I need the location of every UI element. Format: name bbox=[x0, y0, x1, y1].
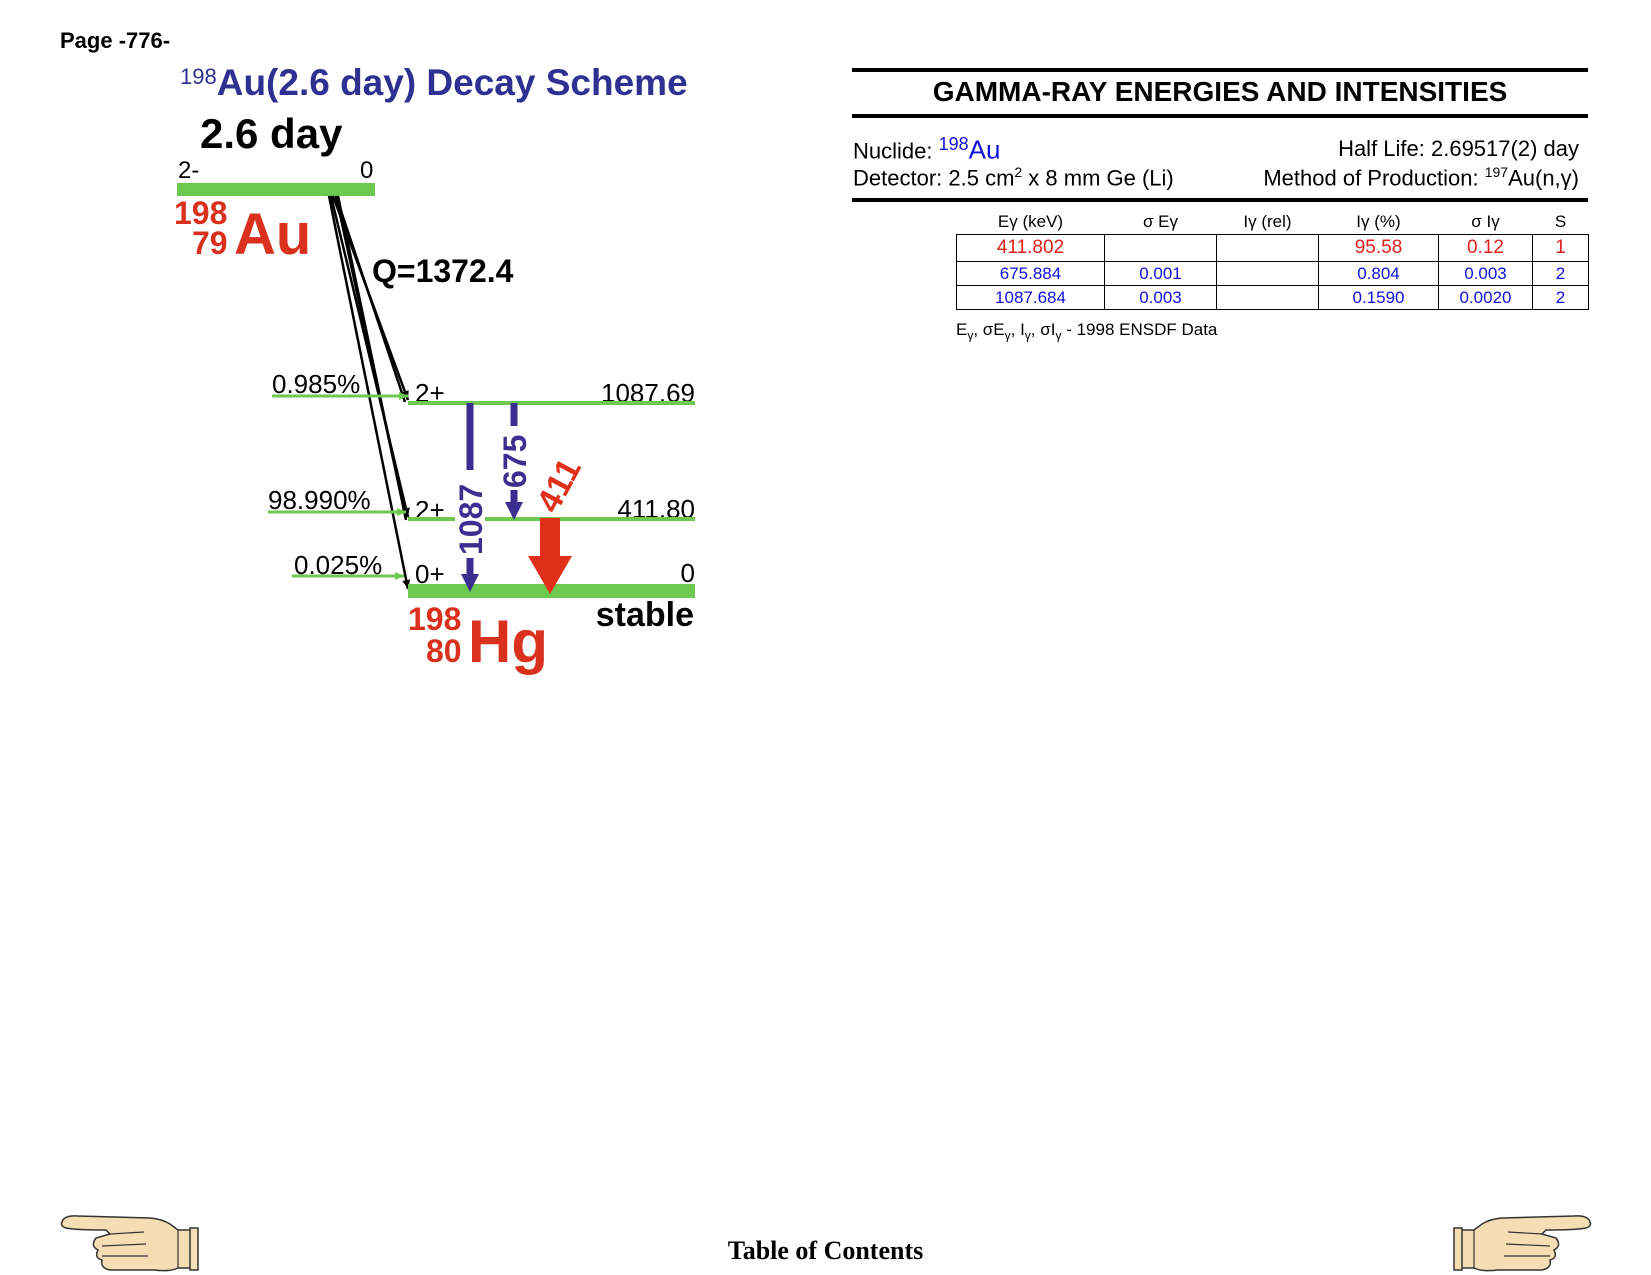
gamma-table: Eγ (keV) σ Eγ Iγ (rel) Iγ (%) σ Iγ S 411… bbox=[956, 210, 1589, 310]
detector-info: Detector: 2.5 cm2 x 8 mm Ge (Li) bbox=[853, 164, 1174, 191]
gamma-arrowhead bbox=[505, 502, 523, 520]
table-cell: 0.804 bbox=[1318, 261, 1439, 286]
fn-part: , σE bbox=[973, 320, 1005, 339]
fn-sub: γ bbox=[1004, 328, 1011, 343]
table-cell: 0.001 bbox=[1104, 261, 1217, 286]
level-feed: 98.990% bbox=[268, 485, 371, 515]
gamma-table-title: GAMMA-RAY ENERGIES AND INTENSITIES bbox=[932, 76, 1508, 107]
previous-page-hand-icon[interactable] bbox=[58, 1210, 204, 1272]
title-mass: 198 bbox=[180, 64, 217, 89]
q-value: Q=1372.4 bbox=[372, 253, 514, 289]
table-of-contents-link[interactable]: Table of Contents bbox=[727, 1236, 924, 1265]
gamma-arrowhead bbox=[528, 556, 572, 594]
nuclide-mass: 198 bbox=[938, 134, 969, 154]
table-cell bbox=[1216, 234, 1319, 262]
table-cell: 2 bbox=[1532, 285, 1589, 310]
col-header: σ Iγ bbox=[1471, 212, 1500, 231]
table-cell: 0.12 bbox=[1438, 234, 1533, 262]
fn-part: E bbox=[956, 320, 968, 339]
detector-prefix: Detector: 2.5 cm bbox=[853, 165, 1015, 191]
gamma-label-411: 411 bbox=[530, 452, 589, 518]
page-label: Page -776- bbox=[60, 28, 171, 53]
nuclide-info: Nuclide: 198Au bbox=[853, 134, 1000, 165]
title-text: Au(2.6 day) Decay Scheme bbox=[216, 62, 688, 103]
table-row: 1087.684 0.003 0.1590 0.0020 2 bbox=[956, 285, 1589, 310]
col-header: Iγ (%) bbox=[1356, 212, 1401, 231]
fn-part: , I bbox=[1010, 320, 1025, 339]
method-prefix: Method of Production: bbox=[1263, 165, 1485, 191]
decay-scheme-diagram: 2.6 day 2- 0 198 79 Au Q=1372.4 0.985% 2… bbox=[174, 110, 695, 675]
fn-part: , σI bbox=[1030, 320, 1056, 339]
col-header: S bbox=[1554, 212, 1567, 231]
fn-sub: γ bbox=[967, 328, 974, 343]
level-bar bbox=[408, 401, 695, 405]
col-header: σ Eγ bbox=[1142, 212, 1179, 231]
scheme-title: 198Au(2.6 day) Decay Scheme bbox=[180, 62, 688, 104]
gamma-label-gap bbox=[455, 470, 485, 558]
gamma-line-411 bbox=[540, 518, 560, 558]
table-row: 675.884 0.001 0.804 0.003 2 bbox=[956, 261, 1589, 286]
gamma-arrowhead bbox=[461, 574, 479, 592]
detector-suffix: x 8 mm Ge (Li) bbox=[1022, 165, 1174, 191]
table-cell bbox=[1216, 261, 1319, 286]
table-cell: 0.003 bbox=[1104, 285, 1217, 310]
daughter-symbol: Hg bbox=[468, 608, 548, 675]
parent-spin: 2- bbox=[178, 157, 199, 184]
daughter-mass: 198 bbox=[408, 601, 461, 637]
gamma-label-675: 675 bbox=[497, 435, 533, 488]
title-rule bbox=[852, 114, 1588, 118]
fn-sub: γ bbox=[1055, 328, 1062, 343]
halflife-label: 2.6 day bbox=[200, 110, 343, 157]
fn-text: - 1998 ENSDF Data bbox=[1061, 320, 1218, 339]
level-energy: 0 bbox=[681, 558, 695, 588]
level-feed: 0.985% bbox=[272, 369, 360, 399]
table-cell: 0.0020 bbox=[1438, 285, 1533, 310]
production-info: Method of Production: 197Au(n,γ) bbox=[1263, 164, 1579, 191]
parent-symbol: Au bbox=[234, 202, 311, 267]
col-header: Eγ (keV) bbox=[997, 212, 1064, 231]
daughter-status: stable bbox=[596, 596, 694, 634]
parent-energy: 0 bbox=[360, 157, 373, 184]
parent-level-bar bbox=[177, 183, 375, 196]
daughter-z: 80 bbox=[426, 633, 462, 669]
table-header-row: Eγ (keV) σ Eγ Iγ (rel) Iγ (%) σ Iγ S bbox=[957, 210, 1589, 235]
method-mass: 197 bbox=[1484, 164, 1509, 180]
parent-z: 79 bbox=[192, 225, 228, 261]
table-cell: 1087.684 bbox=[956, 285, 1105, 310]
table-cell bbox=[1104, 234, 1217, 262]
table-cell: 95.58 bbox=[1318, 234, 1439, 262]
table-cell: 0.1590 bbox=[1318, 285, 1439, 310]
parent-mass: 198 bbox=[174, 195, 227, 231]
table-cell: 675.884 bbox=[956, 261, 1105, 286]
table-cell: 0.003 bbox=[1438, 261, 1533, 286]
gamma-label-gap bbox=[499, 426, 529, 490]
header-rule bbox=[852, 198, 1588, 202]
data-source-footnote: Eγ, σEγ, Iγ, σIγ - 1998 ENSDF Data bbox=[956, 320, 1217, 342]
beta-branch-arrow bbox=[327, 195, 411, 590]
table-row: 411.802 95.58 0.12 1 bbox=[956, 234, 1589, 262]
beta-branch-arrow bbox=[336, 195, 408, 521]
table-cell: 411.802 bbox=[956, 234, 1105, 262]
top-rule bbox=[852, 68, 1588, 72]
detector-exponent: 2 bbox=[1014, 164, 1023, 180]
gamma-label-1087: 1087 bbox=[453, 484, 489, 555]
col-header: Iγ (rel) bbox=[1243, 212, 1292, 231]
next-page-hand-icon[interactable] bbox=[1448, 1210, 1594, 1272]
nuclide-label: Nuclide: bbox=[853, 138, 939, 164]
table-cell: 1 bbox=[1532, 234, 1589, 262]
table-cell bbox=[1216, 285, 1319, 310]
beta-branch-arrow bbox=[334, 195, 407, 403]
table-cell: 2 bbox=[1532, 261, 1589, 286]
fn-sub: γ bbox=[1024, 328, 1031, 343]
method-suffix: Au(n,γ) bbox=[1508, 165, 1579, 191]
nuclide-symbol: Au bbox=[968, 134, 1001, 165]
half-life-info: Half Life: 2.69517(2) day bbox=[1338, 136, 1579, 161]
